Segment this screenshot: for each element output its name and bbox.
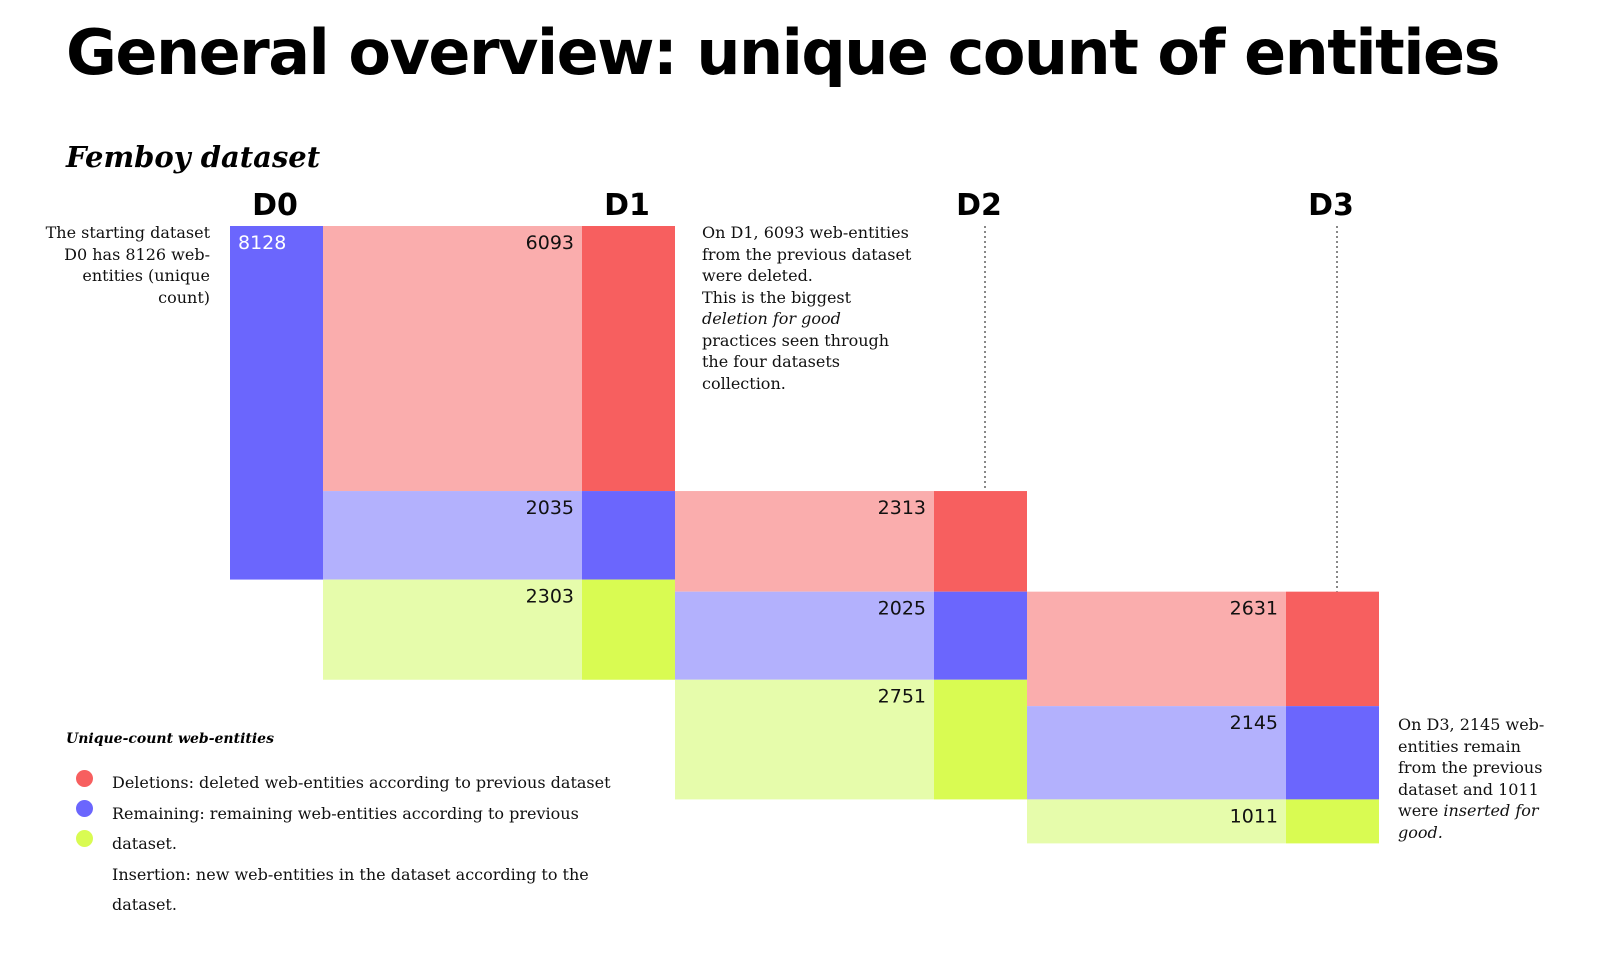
block-remaining-d2 <box>675 591 934 680</box>
value-label-remaining-d3: 2145 <box>1230 712 1278 734</box>
value-label-inserted-d3: 1011 <box>1230 805 1278 827</box>
value-label-d0-total: 8128 <box>238 232 286 254</box>
annotation-d1-text-b: This is the biggest <box>702 287 852 307</box>
block-inserted-d3 <box>1027 799 1286 844</box>
annotation-d3-emphasis: inserted for good. <box>1398 801 1539 842</box>
value-label-remaining-d1: 2035 <box>526 497 574 519</box>
legend-text: Deletions: deleted web-entities accordin… <box>112 768 672 921</box>
annotation-d1-text-a: On D1, 6093 web-entities from the previo… <box>702 223 912 285</box>
annotation-d0: The starting dataset D0 has 8126 web-ent… <box>45 223 210 307</box>
legend-line: Deletions: deleted web-entities accordin… <box>112 773 611 792</box>
bar-remaining-d1 <box>582 491 675 580</box>
value-label-inserted-d1: 2303 <box>526 586 574 608</box>
bar-remaining-d2 <box>934 591 1027 680</box>
block-inserted-d1 <box>323 579 582 680</box>
bar-inserted-d2 <box>934 679 1027 800</box>
annotation-d3-text: On D3, 2145 web-entities remain from the… <box>1398 715 1545 820</box>
legend-swatches <box>76 770 93 860</box>
annotation-d1: On D1, 6093 web-entities from the previo… <box>702 222 912 394</box>
annotation-d1-text-c: practices seen through the four datasets… <box>702 330 890 393</box>
legend-title: Unique-count web-entities <box>66 731 274 747</box>
block-deleted-d3 <box>1027 591 1286 707</box>
dataset-header-d3: D3 <box>1308 188 1354 223</box>
annotation-d3: On D3, 2145 web-entities remain from the… <box>1398 714 1548 843</box>
block-deleted-d1 <box>323 226 582 492</box>
value-label-remaining-d2: 2025 <box>878 598 926 620</box>
legend-line: Remaining: remaining web-entities accord… <box>112 803 579 823</box>
legend-line: dataset. <box>112 895 177 914</box>
annotation-d1-emphasis: deletion for good <box>702 309 841 328</box>
legend-line: dataset. <box>112 834 177 853</box>
block-remaining-d1 <box>323 491 582 580</box>
value-label-deleted-d1: 6093 <box>526 232 574 254</box>
bar-deleted-d1 <box>582 226 675 492</box>
bar-deleted-d2 <box>934 491 1027 592</box>
bar-inserted-d3 <box>1286 799 1379 844</box>
block-remaining-d3 <box>1027 706 1286 800</box>
page-title: General overview: unique count of entiti… <box>66 16 1501 89</box>
value-label-deleted-d3: 2631 <box>1230 598 1278 620</box>
legend-line: Insertion: new web-entities in the datas… <box>112 864 589 884</box>
chart-subtitle: Femboy dataset <box>66 140 321 174</box>
legend-dot-remaining <box>76 800 93 817</box>
bar-remaining-d3 <box>1286 706 1379 800</box>
value-label-inserted-d2: 2751 <box>878 686 926 708</box>
dataset-header-d2: D2 <box>956 188 1002 223</box>
block-deleted-d2 <box>675 491 934 592</box>
bar-inserted-d1 <box>582 579 675 680</box>
legend-dot-insertion <box>76 830 93 847</box>
block-inserted-d2 <box>675 679 934 800</box>
legend-dot-deletions <box>76 770 93 787</box>
dataset-header-d0: D0 <box>252 188 298 223</box>
value-label-deleted-d2: 2313 <box>878 497 926 519</box>
bar-deleted-d3 <box>1286 591 1379 707</box>
bar-d0-total <box>230 226 323 580</box>
dataset-header-d1: D1 <box>604 188 650 223</box>
